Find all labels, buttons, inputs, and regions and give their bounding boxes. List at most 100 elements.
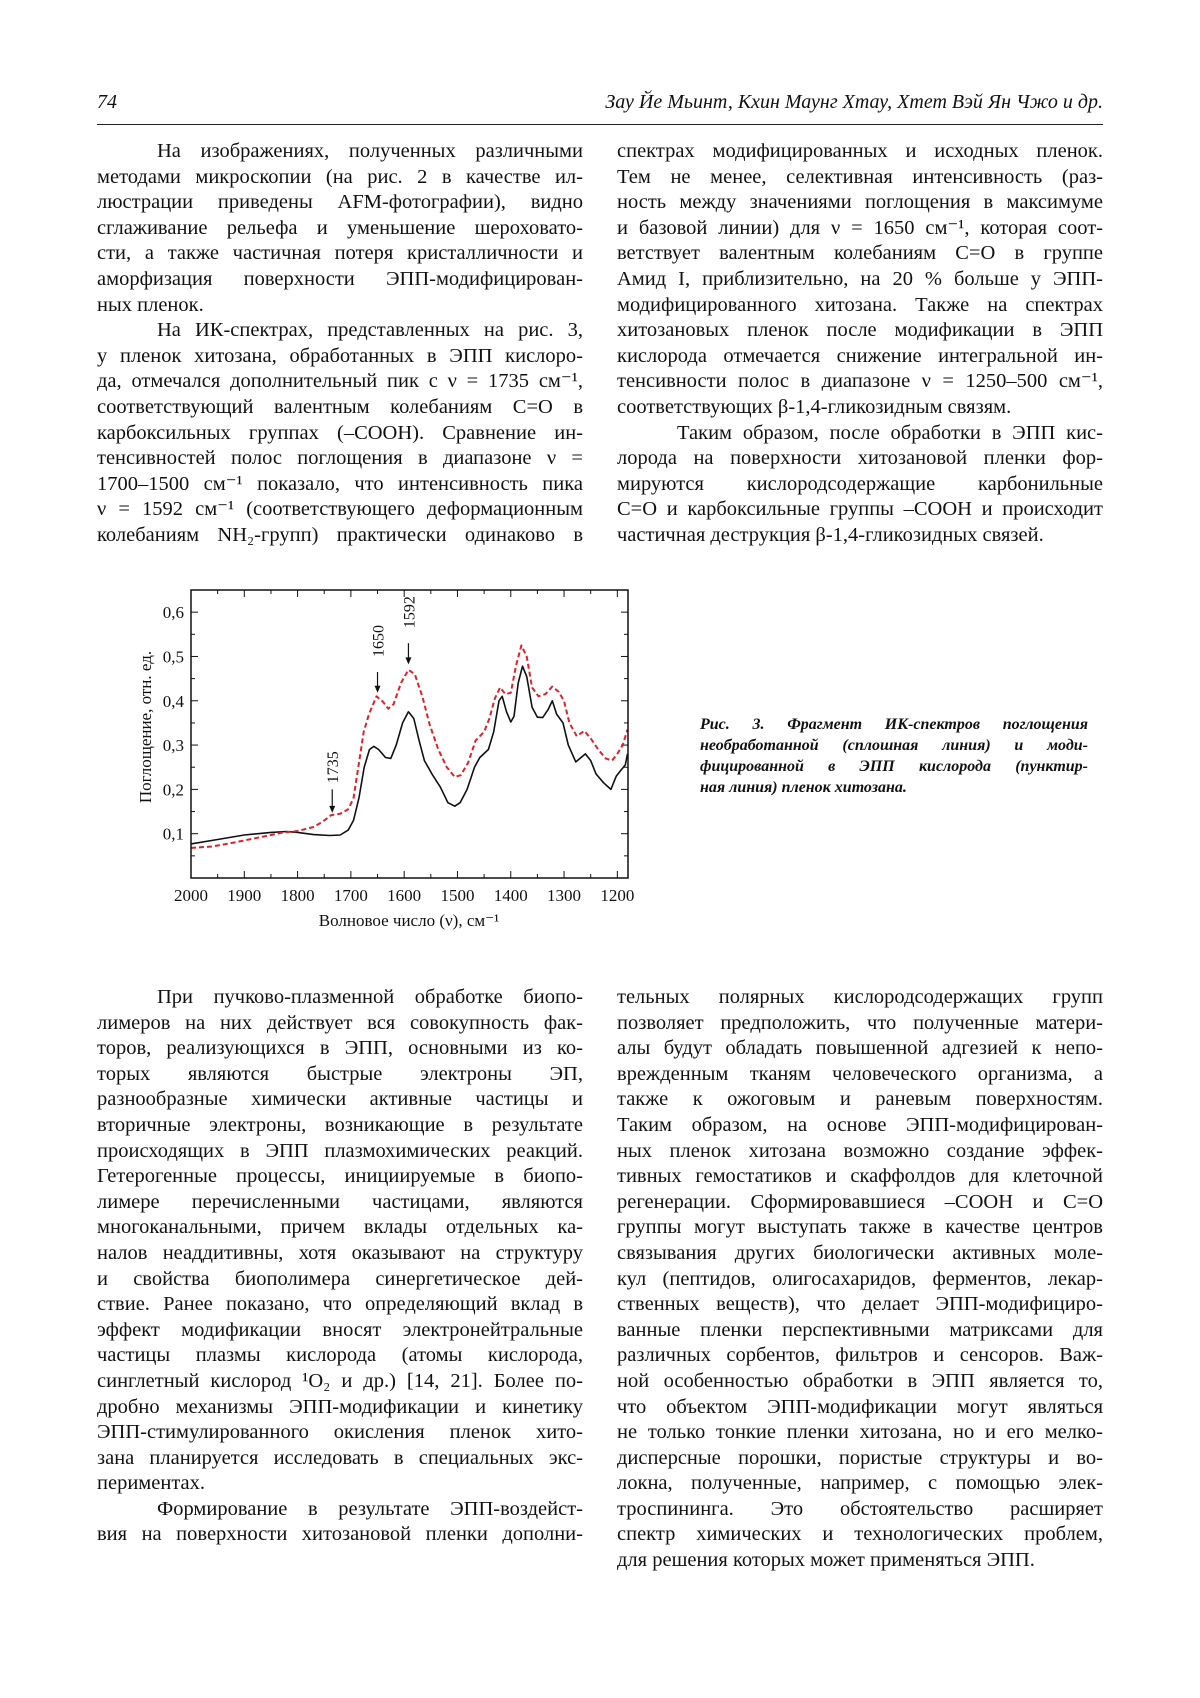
- text-line: врежденным тканям человеческого организм…: [617, 1062, 1103, 1085]
- text-line: спектр химических и технологических проб…: [617, 1523, 1103, 1546]
- text-line: 1700–1500 см⁻¹ показало, что интенсивнос…: [97, 472, 583, 495]
- text-line: ν = 1592 см⁻¹ (соответствующего деформац…: [97, 498, 583, 521]
- arrowhead-icon: [329, 805, 336, 813]
- text-line: и базовой линии) для ν = 1650 см⁻¹, кото…: [617, 216, 1103, 239]
- text-line: различных сорбентов, фильтров и сенсоров…: [617, 1344, 1103, 1367]
- page-number: 74: [97, 91, 117, 113]
- text-line: аморфизация поверхности ЭПП-модифицирова…: [97, 267, 583, 290]
- text-line: алы будут обладать повышенной адгезией к…: [617, 1037, 1103, 1060]
- caption-line: фицированной в ЭПП кислорода (пунктир-: [700, 758, 1088, 775]
- y-tick-label: 0,5: [163, 647, 184, 666]
- text-line: налов неаддитивны, хотя оказывают на стр…: [97, 1241, 583, 1264]
- text-line: На изображениях, полученных различными: [157, 140, 583, 162]
- y-tick-label: 0,3: [163, 736, 184, 755]
- text-line: вия на поверхности хитозановой пленки до…: [97, 1523, 583, 1546]
- text-line: ЭПП-стимулированного окисления пленок хи…: [97, 1421, 583, 1444]
- series-group: [190, 644, 629, 849]
- text-column-bottom-right: тельных полярных кислородсодержащих груп…: [617, 985, 1103, 1574]
- text-line: позволяет предположить, что полученные м…: [617, 1011, 1103, 1034]
- text-line: ных пленок хитозана возможно создание эф…: [617, 1139, 1103, 1162]
- x-tick-label: 1900: [227, 886, 261, 905]
- text-line: тенсивности полос в диапазоне ν = 1250–5…: [617, 370, 1103, 393]
- text-line: что объектом ЭПП-модификации могут являт…: [617, 1395, 1103, 1418]
- text-line: модифицированного хитозана. Также на спе…: [617, 293, 1103, 316]
- text-line: ствие. Ранее показано, что определяющий …: [97, 1293, 583, 1316]
- text-line: лорода на поверхности хитозановой пленки…: [617, 447, 1103, 470]
- arrowhead-icon: [374, 685, 381, 693]
- text-line: да, отмечался дополнительный пик с ν = 1…: [97, 370, 583, 393]
- running-header-authors: Зау Йе Мьинт, Кхин Маунг Хтау, Хтет Вэй …: [605, 91, 1103, 113]
- plot-frame: [190, 589, 629, 879]
- text-column-top-left: На изображениях, полученных различными ме…: [97, 139, 583, 549]
- x-tick-label: 1700: [334, 886, 368, 905]
- y-tick-label: 0,2: [163, 780, 184, 799]
- peak-label: 1735: [325, 751, 342, 783]
- x-tick-label: 1300: [547, 886, 581, 905]
- y-tick-label: 0,6: [163, 603, 184, 622]
- text-line: колебаниям NH₂-групп) практически одинак…: [97, 523, 583, 546]
- text-line: разнообразные химически активные частицы…: [97, 1088, 583, 1111]
- text-line: Амид I, приблизительно, на 20 % больше у…: [617, 267, 1103, 290]
- text-line: группы могут выступать также в качестве …: [617, 1216, 1103, 1239]
- text-line: ность между значениями поглощения в макс…: [617, 191, 1103, 214]
- text-line: соответствующий валентным колебаниям С=О…: [97, 395, 583, 418]
- text-line: многоканальными, причем вклады отдельных…: [97, 1216, 583, 1239]
- text-line: сти, а также частичная потеря кристаллич…: [97, 242, 583, 265]
- y-tick-label: 0,4: [163, 692, 185, 711]
- x-tick-label: 2000: [174, 886, 208, 905]
- text-line: ных пленок.: [97, 293, 204, 316]
- text-line: троспининга. Это обстоятельство расширяе…: [617, 1497, 1103, 1520]
- text-line: вторичные электроны, возникающие в резул…: [97, 1113, 583, 1136]
- series-line-modified: [190, 644, 629, 849]
- text-line: Тем не менее, селективная интенсивность …: [617, 165, 1103, 188]
- caption-line: Рис. 3. Фрагмент ИК-спектров поглощения: [700, 716, 1088, 733]
- text-line: С=О и карбоксильные группы –СООН и проис…: [617, 498, 1103, 521]
- x-tick-label: 1200: [600, 886, 634, 905]
- text-line: На ИК-спектрах, представленных на рис. 3…: [157, 319, 583, 342]
- text-line: карбоксильных группах (–СООН). Сравнение…: [97, 421, 583, 444]
- text-line: не только тонкие пленки хитозана, но и е…: [617, 1421, 1103, 1444]
- text-line: периментах.: [97, 1472, 206, 1495]
- text-line: дробно механизмы ЭПП-модификации и кинет…: [97, 1395, 583, 1418]
- caption-line: ная линия) пленок хитозана.: [700, 779, 907, 796]
- text-line: мируются кислородсодержащие карбонильные: [617, 472, 1103, 495]
- y-axis-label: Поглощение, отн. ед.: [136, 651, 155, 803]
- text-line: зана планируется исследовать в специальн…: [97, 1446, 583, 1469]
- text-line: у пленок хитозана, обработанных в ЭПП ки…: [97, 344, 583, 367]
- text-line: Гетерогенные процессы, инициируемые в би…: [97, 1165, 583, 1188]
- text-line: спектрах модифицированных и исходных пле…: [617, 140, 1103, 162]
- text-line: сглаживание рельефа и уменьшение шерохов…: [97, 216, 583, 239]
- text-line: также к ожоговым и раневым поверхностям.: [617, 1088, 1103, 1111]
- x-tick-label: 1800: [281, 886, 315, 905]
- text-column-top-right: спектрах модифицированных и исходных пле…: [617, 139, 1103, 549]
- figure-caption: Рис. 3. Фрагмент ИК-спектров поглощения н…: [700, 714, 1088, 798]
- caption-line: необработанной (сплошная линия) и моди-: [700, 737, 1088, 754]
- text-line: эффект модификации вносят электронейтрал…: [97, 1318, 583, 1341]
- text-line: кислорода отмечается снижение интегральн…: [617, 344, 1103, 367]
- text-line: торых являются быстрые электроны ЭП,: [97, 1062, 583, 1085]
- text-line: Таким образом, на основе ЭПП-модифициров…: [617, 1113, 1103, 1136]
- x-axis-label: Волновое число (ν), см⁻¹: [319, 911, 499, 930]
- text-line: регенерации. Сформировавшиеся –СООН и С=…: [617, 1190, 1103, 1213]
- x-tick-label: 1600: [387, 886, 421, 905]
- peak-annotations: 1735 1650 1592: [325, 596, 418, 813]
- text-line: методами микроскопии (на рис. 2 в качест…: [97, 165, 583, 188]
- text-line: ванные пленки перспективными матриксами …: [617, 1318, 1103, 1341]
- text-line: ветствует валентным колебаниям С=О в гру…: [617, 242, 1103, 265]
- text-line: дисперсные порошки, пористые структуры и…: [617, 1446, 1103, 1469]
- series-line-untreated: [190, 665, 629, 845]
- text-line: кул (пептидов, олигосахаридов, ферментов…: [617, 1267, 1103, 1290]
- peak-label: 1650: [371, 625, 388, 657]
- text-line: ственных веществ), что делает ЭПП-модифи…: [617, 1293, 1103, 1316]
- y-tick-label: 0,1: [163, 825, 184, 844]
- arrowhead-icon: [405, 657, 412, 665]
- header-rule: [97, 124, 1103, 125]
- text-line: Таким образом, после обработки в ЭПП кис…: [677, 421, 1103, 444]
- text-line: частицы плазмы кислорода (атомы кислород…: [97, 1344, 583, 1367]
- ir-spectrum-chart: 2000 1900 1800 1700 1600 1500 1400 1300 1200 0,1 0…: [136, 589, 634, 930]
- text-line: происходящих в ЭПП плазмохимических реак…: [97, 1139, 583, 1162]
- text-line: частичная деструкция β-1,4-гликозидных с…: [617, 523, 1044, 546]
- x-tick-label: 1500: [440, 886, 474, 905]
- text-line: локна, полученные, например, с помощью э…: [617, 1472, 1103, 1495]
- x-tick-label: 1400: [494, 886, 528, 905]
